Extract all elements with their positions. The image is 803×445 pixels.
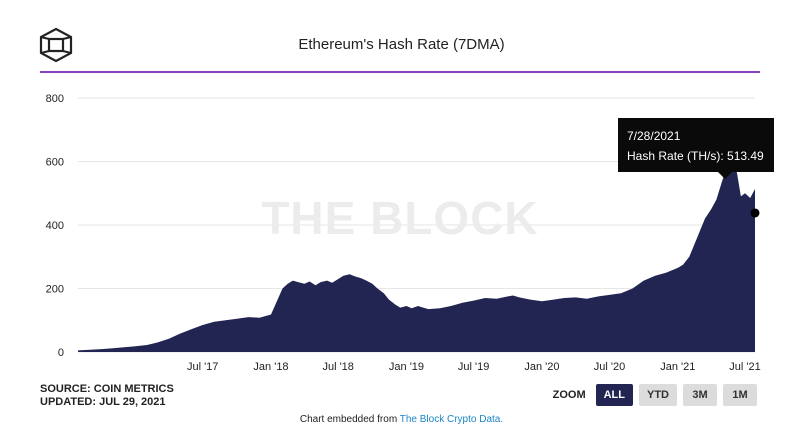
embed-footer: Chart embedded from The Block Crypto Dat… <box>0 414 803 425</box>
hover-point-marker <box>750 208 760 218</box>
zoom-label: ZOOM <box>552 389 586 401</box>
x-tick-label: Jan '19 <box>389 361 424 373</box>
x-tick-label: Jul '18 <box>322 361 353 373</box>
x-tick-label: Jan '21 <box>660 361 695 373</box>
source-info: SOURCE: COIN METRICS UPDATED: JUL 29, 20… <box>40 383 174 409</box>
zoom-1m-button[interactable]: 1M <box>723 384 757 406</box>
zoom-ytd-button[interactable]: YTD <box>639 384 677 406</box>
y-axis-ticks: 0 200 400 600 800 <box>46 93 64 359</box>
x-tick-label: Jul '19 <box>458 361 489 373</box>
the-block-logo-icon <box>39 27 73 63</box>
updated-line: UPDATED: JUL 29, 2021 <box>40 396 166 408</box>
x-tick-label: Jul '17 <box>187 361 218 373</box>
y-tick-label: 600 <box>46 157 64 169</box>
x-axis-ticks: Jul '17 Jan '18 Jul '18 Jan '19 Jul '19 Jan '… <box>187 361 761 373</box>
zoom-all-button[interactable]: ALL <box>595 384 633 406</box>
the-block-data-link[interactable]: The Block Crypto Data. <box>399 414 504 425</box>
tooltip-date: 7/28/2021 <box>627 129 681 143</box>
chart-title: Ethereum's Hash Rate (7DMA) <box>298 36 505 53</box>
source-line: SOURCE: COIN METRICS <box>40 383 174 395</box>
x-tick-label: Jan '20 <box>524 361 559 373</box>
y-tick-label: 200 <box>46 284 64 296</box>
watermark-text: THE BLOCK <box>261 192 538 244</box>
y-tick-label: 0 <box>58 347 64 359</box>
x-tick-label: Jul '21 <box>729 361 760 373</box>
y-tick-label: 800 <box>46 93 64 105</box>
zoom-3m-button[interactable]: 3M <box>683 384 717 406</box>
tooltip-value: Hash Rate (TH/s): 513.49 <box>627 149 764 163</box>
title-divider <box>40 71 760 73</box>
x-tick-label: Jul '20 <box>594 361 625 373</box>
area-series-layer <box>78 148 755 352</box>
hover-tooltip: 7/28/2021 Hash Rate (TH/s): 513.49 <box>618 118 774 179</box>
footer-prefix: Chart embedded from <box>299 414 400 425</box>
hash-rate-area <box>78 148 755 352</box>
zoom-controls: ZOOM ALL YTD 3M 1M <box>553 384 757 406</box>
x-tick-label: Jan '18 <box>253 361 288 373</box>
y-tick-label: 400 <box>46 220 64 232</box>
